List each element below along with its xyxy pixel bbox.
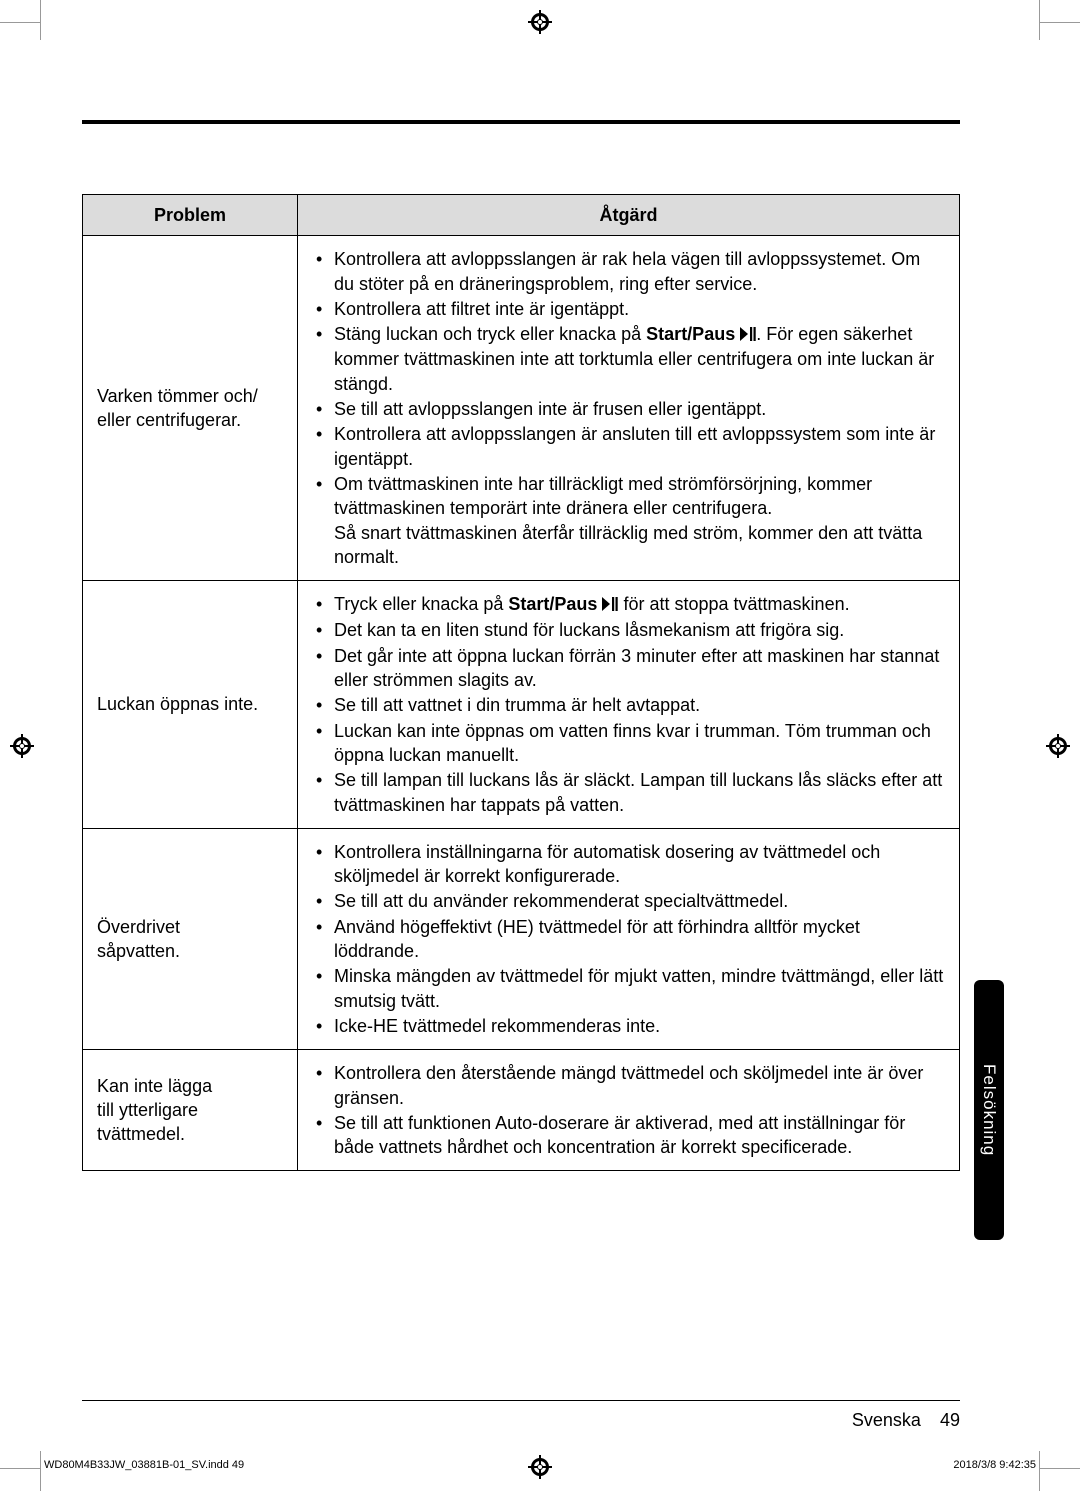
- action-cell: Kontrollera den återstående mängd tvättm…: [298, 1050, 960, 1171]
- content-area: Problem Åtgärd Varken tömmer och/eller c…: [82, 120, 960, 1421]
- crop-mark: [1039, 0, 1040, 40]
- problem-cell: Överdrivetsåpvatten.: [83, 828, 298, 1049]
- crop-mark: [0, 1468, 40, 1469]
- registration-mark-icon: [528, 1455, 552, 1479]
- action-item: Icke-HE tvättmedel rekommenderas inte.: [312, 1014, 945, 1038]
- action-item: Se till att du använder rekommenderat sp…: [312, 889, 945, 913]
- crop-mark: [1039, 1451, 1040, 1491]
- footer-language: Svenska: [852, 1410, 921, 1430]
- action-item: Kontrollera att filtret inte är igentäpp…: [312, 297, 945, 321]
- problem-cell: Kan inte läggatill ytterligaretvättmedel…: [83, 1050, 298, 1171]
- action-cell: Kontrollera inställningarna för automati…: [298, 828, 960, 1049]
- action-item: Kontrollera att avloppsslangen är anslut…: [312, 422, 945, 471]
- section-rule: [82, 120, 960, 124]
- action-item: Använd högeffektivt (HE) tvättmedel för …: [312, 915, 945, 964]
- action-item: Stäng luckan och tryck eller knacka på S…: [312, 322, 945, 396]
- table-row: Luckan öppnas inte. Tryck eller knacka på…: [83, 581, 960, 829]
- print-slug-left: WD80M4B33JW_03881B-01_SV.indd 49: [44, 1459, 244, 1471]
- action-item: Se till lampan till luckans lås är släck…: [312, 768, 945, 817]
- problem-cell: Luckan öppnas inte.: [83, 581, 298, 829]
- table-row: Kan inte läggatill ytterligaretvättmedel…: [83, 1050, 960, 1171]
- action-item: Tryck eller knacka på Start/Paus för att…: [312, 592, 945, 617]
- action-item: Det kan ta en liten stund för luckans lå…: [312, 618, 945, 642]
- footer-rule: [82, 1400, 960, 1401]
- action-item: Se till att funktionen Auto-doserare är …: [312, 1111, 945, 1160]
- crop-mark: [1040, 22, 1080, 23]
- action-item: Om tvättmaskinen inte har tillräckligt m…: [312, 472, 945, 569]
- action-item: Kontrollera inställningarna för automati…: [312, 840, 945, 889]
- footer-page-number: 49: [940, 1410, 960, 1430]
- action-item: Kontrollera att avloppsslangen är rak he…: [312, 247, 945, 296]
- action-list: Kontrollera inställningarna för automati…: [312, 840, 945, 1038]
- table-row: Varken tömmer och/eller centrifugerar. Ko…: [83, 236, 960, 581]
- action-cell: Kontrollera att avloppsslangen är rak he…: [298, 236, 960, 581]
- action-list: Kontrollera att avloppsslangen är rak he…: [312, 247, 945, 569]
- action-item: Det går inte att öppna luckan förrän 3 m…: [312, 644, 945, 693]
- section-tab: Felsökning: [974, 980, 1004, 1240]
- troubleshooting-table: Problem Åtgärd Varken tömmer och/eller c…: [82, 194, 960, 1171]
- action-list: Tryck eller knacka på Start/Paus för att…: [312, 592, 945, 817]
- crop-mark: [40, 0, 41, 40]
- problem-cell: Varken tömmer och/eller centrifugerar.: [83, 236, 298, 581]
- registration-mark-icon: [10, 734, 34, 758]
- play-pause-icon: [602, 593, 618, 617]
- crop-mark: [40, 1451, 41, 1491]
- print-slug-right: 2018/3/8 9:42:35: [953, 1459, 1036, 1471]
- registration-mark-icon: [1046, 734, 1070, 758]
- action-item: Se till att avloppsslangen inte är fruse…: [312, 397, 945, 421]
- table-row: Överdrivetsåpvatten. Kontrollera inställn…: [83, 828, 960, 1049]
- column-header-problem: Problem: [83, 195, 298, 236]
- action-item: Se till att vattnet i din trumma är helt…: [312, 693, 945, 717]
- page-footer: Svenska 49: [852, 1410, 960, 1431]
- play-pause-icon: [740, 323, 756, 347]
- action-item: Luckan kan inte öppnas om vatten finns k…: [312, 719, 945, 768]
- column-header-action: Åtgärd: [298, 195, 960, 236]
- action-item: Minska mängden av tvättmedel för mjukt v…: [312, 964, 945, 1013]
- registration-mark-icon: [528, 10, 552, 34]
- page: Problem Åtgärd Varken tömmer och/eller c…: [0, 0, 1080, 1491]
- action-item: Kontrollera den återstående mängd tvättm…: [312, 1061, 945, 1110]
- action-cell: Tryck eller knacka på Start/Paus för att…: [298, 581, 960, 829]
- action-list: Kontrollera den återstående mängd tvättm…: [312, 1061, 945, 1159]
- crop-mark: [0, 22, 40, 23]
- crop-mark: [1040, 1468, 1080, 1469]
